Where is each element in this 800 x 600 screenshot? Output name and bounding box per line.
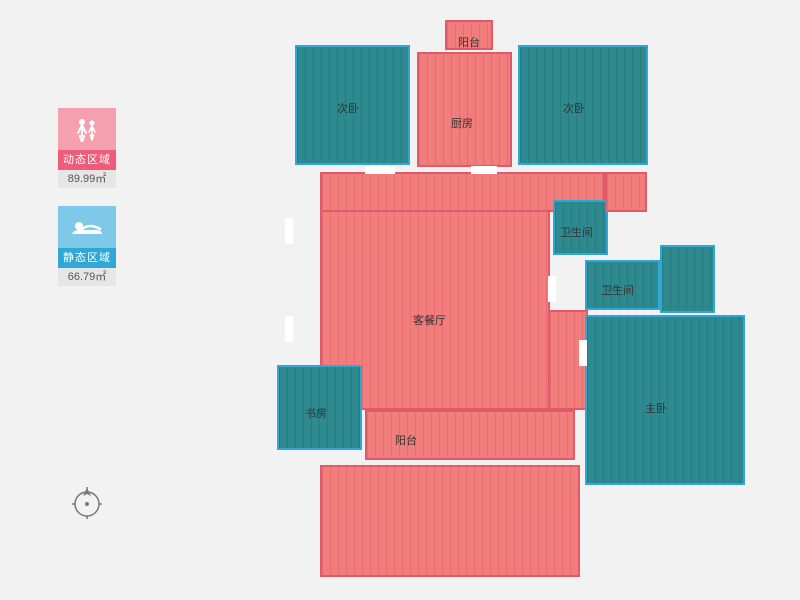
legend-static-label: 静态区域: [58, 248, 116, 268]
legend-static: 静态区域 66.79㎡: [58, 206, 116, 286]
canvas: 动态区域 89.99㎡ 静态区域 66.79㎡: [0, 0, 800, 600]
legend: 动态区域 89.99㎡ 静态区域 66.79㎡: [58, 108, 116, 304]
door-gap: [285, 218, 293, 244]
room-balconyMid: [365, 410, 575, 460]
room-bedroomTL: [295, 45, 410, 165]
door-gap: [579, 340, 587, 366]
legend-dynamic-label: 动态区域: [58, 150, 116, 170]
door-gap: [285, 316, 293, 342]
room-study: [277, 365, 362, 450]
door-gap: [471, 166, 497, 174]
room-rightBump: [660, 245, 715, 313]
room-bathLower: [585, 260, 660, 310]
room-balconyTop: [445, 20, 493, 50]
room-kitchen: [417, 52, 512, 167]
room-notchRight: [605, 172, 647, 212]
legend-static-value: 66.79㎡: [58, 268, 116, 286]
room-bedroomTR: [518, 45, 648, 165]
people-icon: [58, 108, 116, 150]
room-masterBedroom: [585, 315, 745, 485]
compass-icon: [70, 485, 104, 519]
legend-dynamic-value: 89.99㎡: [58, 170, 116, 188]
door-gap: [548, 276, 556, 302]
room-bathUpper: [553, 200, 608, 255]
legend-dynamic: 动态区域 89.99㎡: [58, 108, 116, 188]
room-balconyBottom: [320, 465, 580, 577]
door-gap: [365, 166, 395, 174]
sleep-icon: [58, 206, 116, 248]
floor-plan: 阳台次卧厨房次卧卫生间卫生间客餐厅书房阳台主卧: [265, 20, 765, 578]
